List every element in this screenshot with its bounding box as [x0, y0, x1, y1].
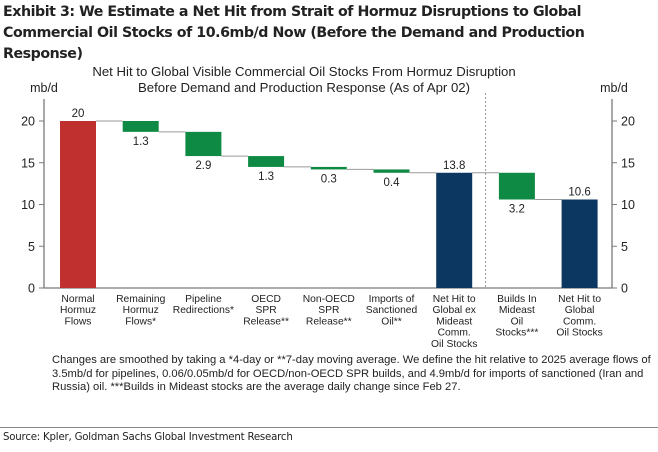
category-label-line: Builds In [497, 294, 537, 305]
bar-decrease [498, 172, 535, 200]
data-label: 13.8 [443, 160, 465, 172]
category-label: Builds In Mideast Oil Stocks*** [495, 294, 538, 339]
category-label: OECD SPR Release** [243, 294, 289, 327]
category-label-line: SPR [256, 305, 277, 316]
bar-total [561, 199, 598, 288]
source-divider [0, 427, 658, 428]
left-tick-label: 10 [21, 198, 35, 212]
data-label: 1.3 [133, 136, 149, 148]
connectors [96, 120, 562, 200]
category-label-line: Net Hit to [433, 294, 476, 305]
bar-start [60, 121, 96, 288]
right-tick-label: 0 [621, 282, 628, 296]
category-label-line: OECD [251, 294, 281, 305]
bars [60, 121, 598, 288]
category-label-line: SPR [318, 305, 339, 316]
category-label: Normal Hormuz Flows [60, 294, 96, 327]
category-label-line: Mideast [436, 316, 472, 327]
category-label-line: Oil** [381, 316, 402, 327]
category-label: Remaining Hormuz Flows* [116, 294, 165, 327]
category-label-line: Oil [511, 316, 524, 327]
category-label-line: Redirections* [173, 305, 234, 316]
bar-decrease [248, 156, 285, 167]
category-label-line: Net Hit to [558, 294, 601, 305]
category-label-line: Oil Stocks [431, 339, 477, 350]
category-label-line: Remaining [116, 294, 165, 305]
right-tick-label: 10 [621, 198, 635, 212]
category-label-line: Global [565, 305, 595, 316]
data-label: 0.4 [384, 177, 401, 189]
category-label-line: Global ex [432, 305, 476, 316]
category-label-line: Imports of [369, 294, 415, 305]
category-label-line: Release** [243, 316, 289, 327]
category-label: Net Hit to Global Comm. Oil Stocks [556, 294, 602, 339]
category-label-line: Normal [61, 294, 94, 305]
category-label: Pipeline Redirections* [173, 294, 234, 316]
left-tick-label: 15 [21, 156, 35, 170]
data-label: 0.3 [321, 173, 337, 185]
category-label: Net Hit to Global ex Mideast Comm. Oil Stock… [431, 294, 477, 350]
bar-decrease [185, 131, 222, 157]
category-label-line: Hormuz [60, 305, 96, 316]
category-label-line: Flows* [125, 316, 156, 327]
right-tick-label: 5 [621, 240, 628, 254]
chart-title-line-1: Net Hit to Global Visible Commercial Oil… [92, 64, 515, 79]
category-label-line: Mideast [499, 305, 535, 316]
chart-footnote: Changes are smoothed by taking a *4-day … [52, 354, 651, 394]
right-axis-unit: mb/d [600, 81, 628, 95]
category-label-line: Pipeline [185, 294, 222, 305]
right-tick-label: 20 [621, 115, 635, 129]
bar-decrease [122, 121, 159, 132]
bar-decrease [373, 169, 410, 173]
right-tick-label: 15 [621, 156, 635, 170]
category-label-line: Stocks*** [495, 328, 538, 339]
left-tick-label: 0 [28, 282, 35, 296]
data-label: 3.2 [509, 203, 525, 215]
category-label-line: Comm. [563, 316, 596, 327]
waterfall-chart: Net Hit to Global Visible Commercial Oil… [21, 64, 635, 350]
left-axis-unit: mb/d [30, 81, 58, 95]
bar-total [436, 172, 473, 288]
data-label: 2.9 [195, 160, 211, 172]
category-label-line: Oil Stocks [556, 328, 602, 339]
bar-decrease [310, 166, 347, 170]
category-label-line: Non-OECD [303, 294, 355, 305]
category-label-line: Hormuz [123, 305, 159, 316]
axes: 0 0 5 5 10 10 15 15 20 20 [21, 93, 635, 296]
category-label-line: Sanctioned [366, 305, 418, 316]
data-label: 1.3 [258, 171, 274, 183]
data-label: 20 [72, 108, 85, 120]
category-label-line: Flows [65, 316, 92, 327]
category-label-line: Release** [306, 316, 352, 327]
data-label: 10.6 [568, 186, 590, 198]
left-tick-label: 20 [21, 115, 35, 129]
category-label: Non-OECD SPR Release** [303, 294, 355, 327]
category-label-line: Comm. [438, 328, 471, 339]
source-note: Source: Kpler, Goldman Sachs Global Inve… [3, 432, 293, 443]
category-label: Imports of Sanctioned Oil** [366, 294, 418, 327]
data-labels: 20 1.3 2.9 1.3 0.3 0.4 13.8 3.2 10.6 [72, 108, 591, 215]
left-tick-label: 5 [28, 240, 35, 254]
chart-title-line-2: Before Demand and Production Response (A… [138, 80, 470, 95]
exhibit-title: Exhibit 3: We Estimate a Net Hit from St… [3, 4, 585, 62]
